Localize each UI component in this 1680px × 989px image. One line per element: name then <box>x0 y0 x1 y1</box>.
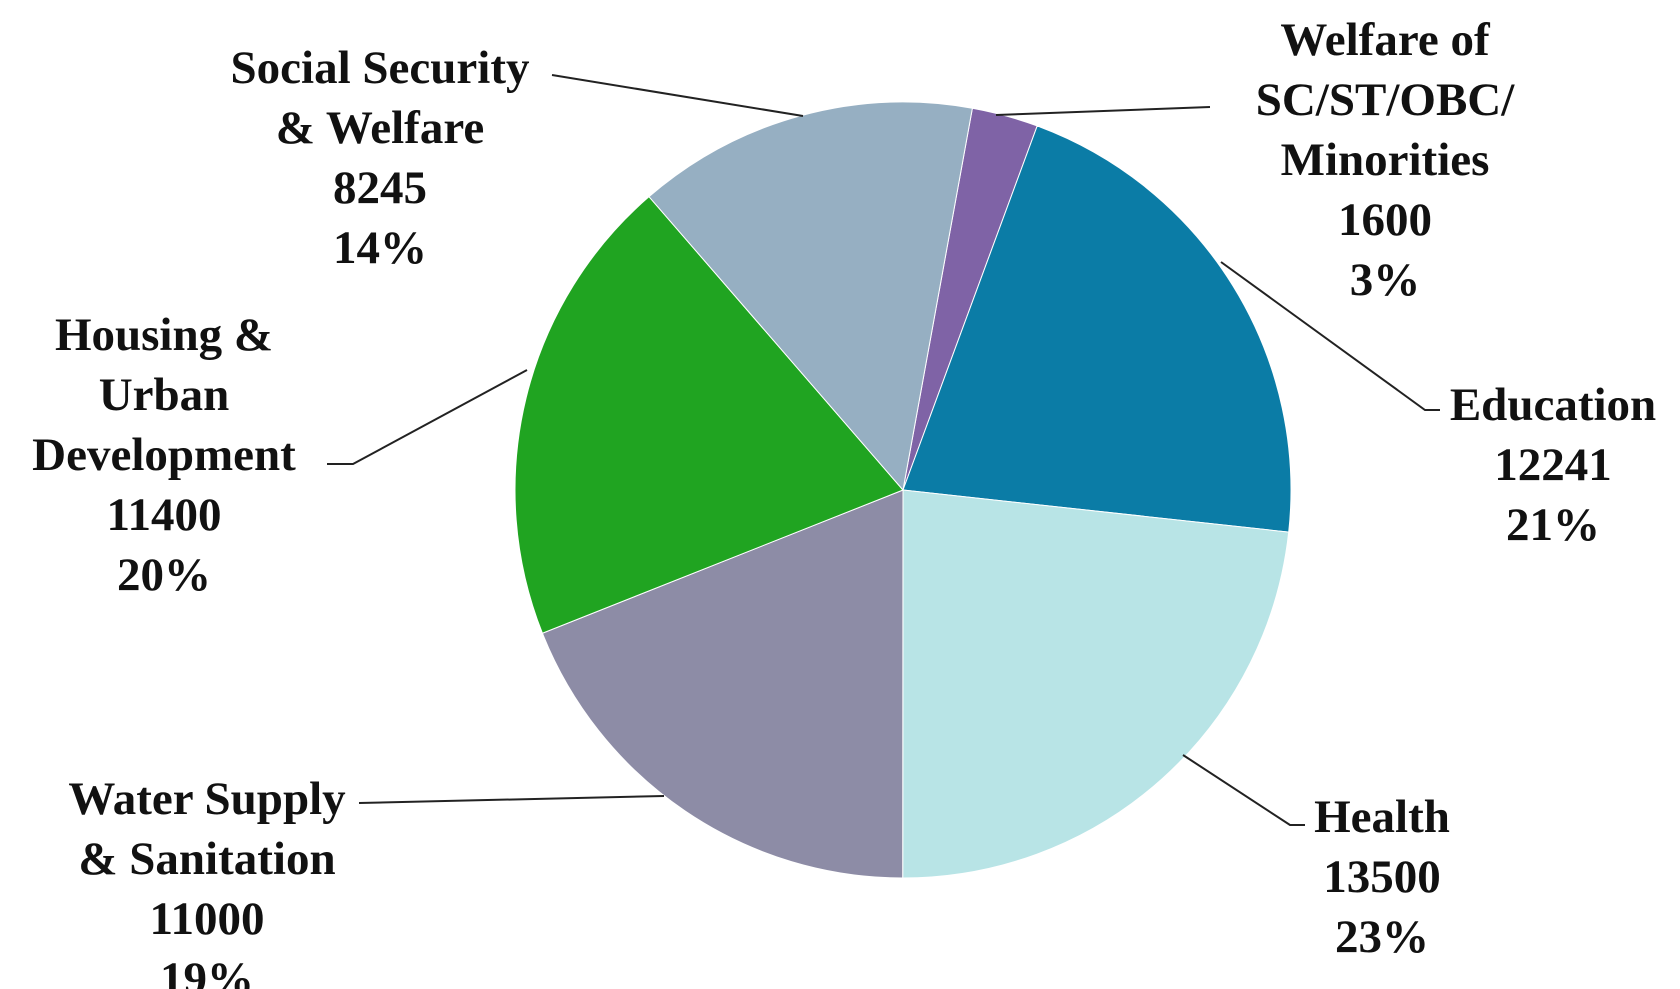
pie-slice <box>514 195 904 634</box>
slice-label: Water Supply & Sanitation 11000 19% <box>68 769 345 989</box>
pie-slice <box>541 489 904 879</box>
slice-label: Education 12241 21% <box>1450 375 1656 555</box>
pie-slice <box>902 125 1292 533</box>
slice-value: 1600 <box>1338 194 1432 246</box>
slice-percent: 3% <box>1349 254 1421 306</box>
slice-percent: 14% <box>333 222 427 274</box>
leader-line <box>1220 261 1440 411</box>
slice-percent: 23% <box>1335 911 1429 963</box>
category-name: Welfare of SC/ST/OBC/ Minorities <box>1255 14 1515 186</box>
slice-label: Housing & Urban Development 11400 20% <box>32 305 296 605</box>
slice-percent: 21% <box>1506 499 1600 551</box>
slice-value: 8245 <box>333 162 427 214</box>
category-name: Social Security & Welfare <box>230 42 530 154</box>
slice-label: Social Security & Welfare 8245 14% <box>231 38 530 278</box>
category-name: Health <box>1314 791 1450 843</box>
leader-line <box>1182 754 1305 826</box>
slice-value: 12241 <box>1494 439 1612 491</box>
slice-percent: 20% <box>116 549 211 601</box>
leader-line <box>995 106 1211 116</box>
leader-line <box>327 369 528 465</box>
category-name: Housing & Urban Development <box>32 309 296 481</box>
category-name: Water Supply & Sanitation <box>68 773 346 885</box>
slice-label: Health 13500 23% <box>1314 787 1450 967</box>
slice-percent: 19% <box>159 953 254 989</box>
category-name: Education <box>1449 379 1657 431</box>
slice-value: 11400 <box>106 489 222 541</box>
slice-value: 11000 <box>149 893 265 945</box>
leader-line <box>551 74 804 117</box>
slice-label: Welfare of SC/ST/OBC/ Minorities 1600 3% <box>1256 10 1515 310</box>
slice-value: 13500 <box>1323 851 1441 903</box>
leader-line <box>358 795 665 804</box>
pie-slice <box>902 489 1290 879</box>
